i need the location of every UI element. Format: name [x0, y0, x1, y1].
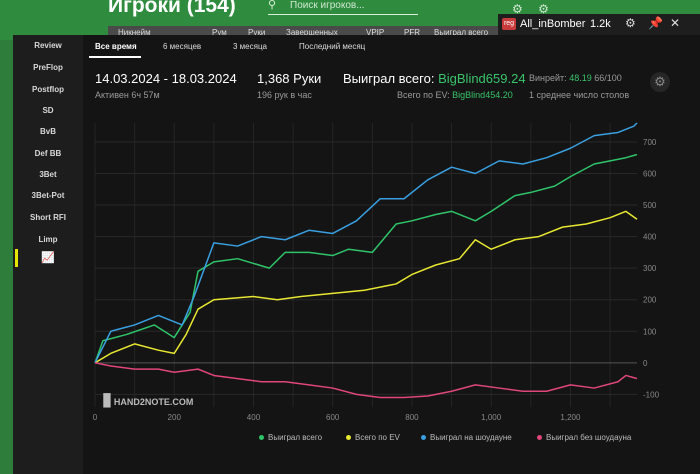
- sidebar: Review PreFlop Postflop SD BvB Def BB 3B…: [13, 35, 83, 474]
- ev-total: Всего по EV: BigBlind454.20: [397, 90, 513, 100]
- legend-item-won-total[interactable]: Выиграл всего: [259, 433, 322, 442]
- hands-count: 1,368 Руки: [257, 71, 322, 86]
- x-tick-label: 800: [405, 413, 419, 422]
- x-tick-label: 600: [326, 413, 340, 422]
- legend-label: Выиграл на шоудауне: [430, 433, 512, 442]
- series-line-2: [94, 210, 638, 364]
- y-tick-label: 300: [643, 264, 657, 273]
- legend-dot: [346, 435, 351, 441]
- sidebar-item-sd[interactable]: SD: [42, 106, 54, 115]
- ev-value: BigBlind454.20: [452, 90, 513, 100]
- tab-all-time[interactable]: Все время: [95, 42, 137, 51]
- sidebar-item-3bet-pot[interactable]: 3Bet-Pot: [31, 191, 65, 200]
- hand2note-logo: ▮ HAND2NOTE.COM: [102, 389, 194, 409]
- hands-per-hour: 196 рук в час: [257, 90, 312, 100]
- date-range: 14.03.2024 - 18.03.2024: [95, 71, 237, 86]
- won-total-label: Выиграл всего:: [343, 71, 435, 86]
- sidebar-item-def-bb[interactable]: Def BB: [34, 149, 62, 158]
- search-icon: ⚲: [268, 0, 277, 11]
- legend-item-showdown[interactable]: Выиграл на шоудауне: [421, 433, 512, 442]
- legend-dot: [537, 435, 542, 441]
- series-line-1: [94, 153, 638, 364]
- graph-icon[interactable]: 📈: [41, 252, 55, 264]
- col-nickname[interactable]: Никнейм: [118, 28, 151, 37]
- tab-3-months[interactable]: 3 месяца: [233, 42, 267, 51]
- y-tick-label: 200: [643, 296, 657, 305]
- legend-item-ev[interactable]: Всего по EV: [346, 433, 400, 442]
- y-tick-label: 0: [643, 359, 648, 368]
- y-tick-label: 400: [643, 233, 657, 242]
- player-name: All_inBomber: [520, 18, 586, 30]
- logo-text: HAND2NOTE.COM: [113, 397, 194, 407]
- col-won-total[interactable]: Выиграл всего: [434, 28, 489, 37]
- legend-dot: [259, 435, 264, 441]
- close-icon[interactable]: ✕: [670, 16, 681, 30]
- players-title: Игроки (154): [108, 0, 236, 17]
- stats-summary: 14.03.2024 - 18.03.2024 Активен 6ч 57м 1…: [83, 57, 700, 115]
- x-tick-label: 1,200: [560, 413, 581, 422]
- sidebar-item-short-rfi[interactable]: Short RFI: [30, 213, 66, 222]
- y-tick-label: 100: [643, 327, 657, 336]
- active-marker: [15, 249, 18, 267]
- winrate-unit: 66/100: [594, 73, 622, 83]
- sidebar-item-limp[interactable]: Limp: [38, 235, 58, 244]
- winrate: Винрейт: 48.19 66/100: [529, 73, 622, 83]
- y-tick-label: 500: [643, 201, 657, 210]
- winrate-value: 48.19: [569, 73, 592, 83]
- y-tick-label: -100: [643, 390, 660, 399]
- legend-label: Всего по EV: [355, 433, 400, 442]
- tab-6-months[interactable]: 6 месяцев: [163, 42, 202, 51]
- sidebar-item-3bet[interactable]: 3Bet: [39, 170, 57, 179]
- filter-icon[interactable]: ⚙: [512, 2, 523, 16]
- x-tick-label: 1,000: [481, 413, 502, 422]
- x-tick-label: 200: [168, 413, 182, 422]
- search-placeholder: Поиск игроков...: [290, 0, 365, 11]
- chart-settings-icon[interactable]: ⚙: [650, 72, 670, 92]
- sidebar-item-preflop[interactable]: PreFlop: [33, 63, 63, 72]
- legend-label: Выиграл всего: [268, 433, 323, 442]
- col-completed[interactable]: Завершенных: [286, 28, 338, 37]
- ev-label: Всего по EV:: [397, 90, 450, 100]
- player-hand-count: 1.2k: [590, 18, 611, 30]
- sidebar-item-review[interactable]: Review: [34, 41, 62, 50]
- winrate-label: Винрейт:: [529, 73, 567, 83]
- col-vpip[interactable]: VPIP: [366, 28, 385, 37]
- legend-label: Выиграл без шоудауна: [546, 433, 632, 442]
- y-tick-label: 600: [643, 169, 657, 178]
- series-line-4: [94, 362, 638, 399]
- series-line-3: [94, 122, 638, 364]
- active-tab-underline: [89, 56, 141, 58]
- top-icons: ⚙ ⚙: [512, 2, 549, 16]
- won-total-value: BigBlind659.24: [438, 71, 526, 86]
- players-search-input[interactable]: ⚲ Поиск игроков...: [268, 0, 418, 15]
- player-title-bar: reg All_inBomber 1.2k ⚙ 📌 ✕: [498, 14, 700, 35]
- reg-badge: reg: [502, 18, 516, 30]
- x-tick-label: 400: [247, 413, 261, 422]
- period-tabs: Все время 6 месяцев 3 месяца Последний м…: [83, 35, 700, 57]
- avg-tables: 1 среднее число столов: [529, 90, 630, 100]
- pin-icon[interactable]: 📌: [648, 16, 663, 30]
- winnings-chart: 700 600 500 400 300 200 100 0 -100 0 200 400 600 800 1…: [93, 122, 660, 422]
- x-tick-label: 0: [93, 413, 98, 422]
- tab-last-month[interactable]: Последний месяц: [299, 42, 366, 51]
- active-time: Активен 6ч 57м: [95, 90, 160, 100]
- col-hands[interactable]: Руки: [248, 28, 266, 37]
- gear-icon[interactable]: ⚙: [625, 16, 636, 30]
- settings-icon[interactable]: ⚙: [538, 2, 549, 16]
- sidebar-item-bvb[interactable]: BvB: [39, 127, 56, 136]
- legend-item-non-showdown[interactable]: Выиграл без шоудауна: [537, 433, 631, 442]
- sidebar-item-postflop[interactable]: Postflop: [32, 85, 64, 94]
- col-pfr[interactable]: PFR: [404, 28, 420, 37]
- col-room[interactable]: Рум: [212, 28, 227, 37]
- won-total: Выиграл всего: BigBlind659.24: [343, 71, 526, 86]
- stats-window: Review PreFlop Postflop SD BvB Def BB 3B…: [13, 35, 700, 474]
- y-tick-label: 700: [643, 138, 657, 147]
- legend-dot: [421, 435, 426, 441]
